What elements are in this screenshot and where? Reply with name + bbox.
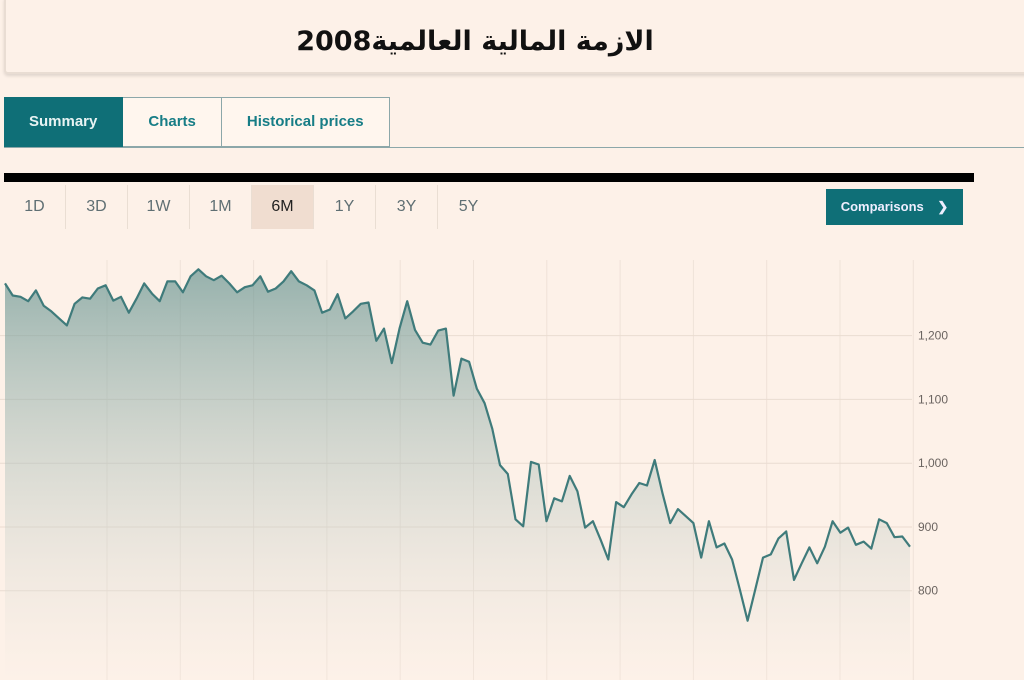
y-tick-label: 1,000 bbox=[918, 456, 948, 470]
chevron-right-icon: ❯ bbox=[937, 199, 949, 214]
y-tick-label: 1,200 bbox=[918, 329, 948, 343]
tab-bar: Summary Charts Historical prices bbox=[4, 97, 390, 147]
comparisons-label: Comparisons bbox=[840, 199, 924, 214]
title-banner bbox=[4, 0, 1024, 74]
tab-summary[interactable]: Summary bbox=[4, 97, 124, 147]
price-chart: 800 900 1,000 1,100 1,200 bbox=[0, 260, 948, 680]
y-tick-label: 900 bbox=[918, 520, 938, 534]
y-tick-label: 800 bbox=[918, 584, 938, 598]
tab-charts[interactable]: Charts bbox=[123, 97, 222, 147]
tab-divider bbox=[4, 147, 1024, 148]
comparisons-button[interactable]: Comparisons ❯ bbox=[826, 189, 963, 225]
range-5y[interactable]: 5Y bbox=[458, 198, 479, 215]
range-1m[interactable]: 1M bbox=[190, 185, 252, 229]
range-6m[interactable]: 6M bbox=[252, 185, 314, 229]
range-selector: 1D 3D 1W 1M 6M 1Y 3Y 5Y bbox=[4, 185, 499, 229]
y-tick-label: 1,100 bbox=[918, 392, 948, 406]
range-1d[interactable]: 1D bbox=[4, 185, 66, 229]
range-1y[interactable]: 1Y bbox=[314, 185, 376, 229]
page-title: الازمة المالية العالمية2008 bbox=[296, 26, 654, 57]
price-area bbox=[5, 269, 910, 680]
toolbar-top-rule bbox=[4, 173, 974, 182]
price-line bbox=[4, 268, 911, 622]
range-1w[interactable]: 1W bbox=[128, 185, 190, 229]
range-3d[interactable]: 3D bbox=[66, 185, 128, 229]
range-3y[interactable]: 3Y bbox=[376, 185, 438, 229]
tab-historical-prices[interactable]: Historical prices bbox=[221, 97, 390, 147]
